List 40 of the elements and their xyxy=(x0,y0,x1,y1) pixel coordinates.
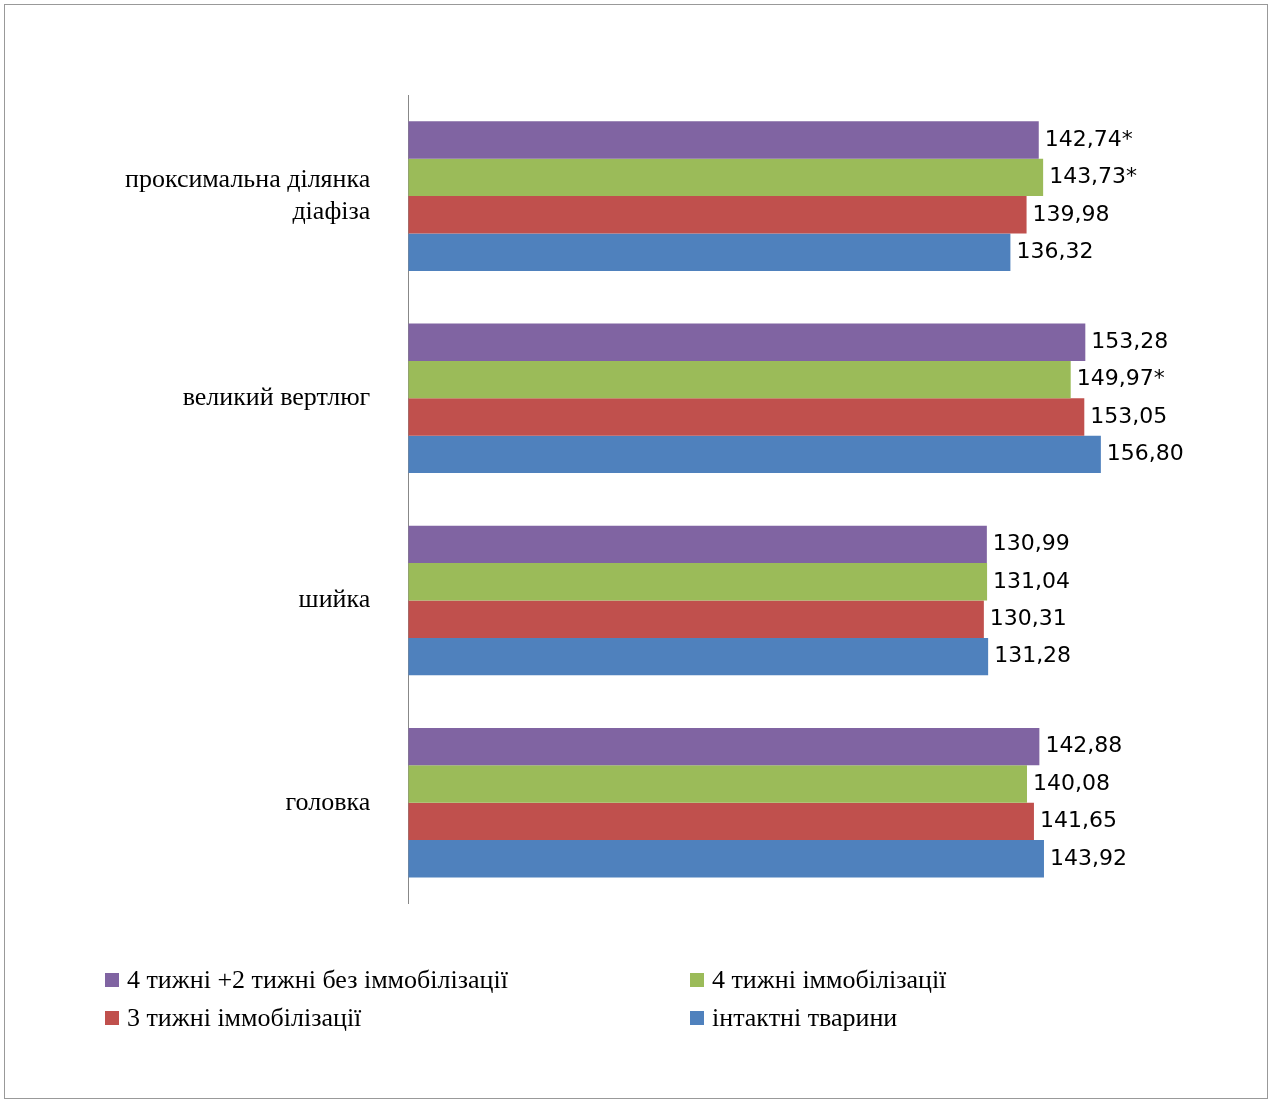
bar xyxy=(408,323,1086,361)
bar xyxy=(408,121,1039,159)
data-label: 130,99 xyxy=(992,530,1070,556)
data-label: 142,74* xyxy=(1044,125,1133,151)
y-tick-label: шийка xyxy=(298,584,371,614)
data-label: 139,98 xyxy=(1032,200,1110,226)
bar xyxy=(408,398,1085,436)
data-label: 156,80 xyxy=(1106,440,1184,466)
data-label: 142,88 xyxy=(1045,732,1123,758)
bar xyxy=(408,360,1071,399)
data-label: 131,28 xyxy=(994,642,1072,668)
bar xyxy=(408,196,1027,234)
legend-label: 4 тижні іммобілізації xyxy=(712,965,947,995)
bar xyxy=(408,840,1044,878)
bar xyxy=(408,765,1028,803)
data-label: 143,92 xyxy=(1049,844,1127,870)
data-label: 153,05 xyxy=(1090,402,1168,428)
data-label: 143,73* xyxy=(1049,163,1138,189)
y-tick-label: проксимальна ділянка діафіза xyxy=(125,164,371,225)
bar xyxy=(408,600,984,638)
bar xyxy=(408,158,1044,197)
bar xyxy=(408,233,1011,271)
bar xyxy=(408,727,1040,766)
data-label: 131,04 xyxy=(993,567,1071,593)
data-label: 149,97* xyxy=(1076,365,1165,391)
data-label: 153,28 xyxy=(1091,327,1169,353)
data-label: 141,65 xyxy=(1039,807,1117,833)
legend-label: інтактні тварини xyxy=(712,1003,898,1033)
y-tick-label: головка xyxy=(285,786,371,816)
legend-label: 4 тижні +2 тижні без іммобілізації xyxy=(127,965,508,995)
bar xyxy=(408,637,989,676)
bar xyxy=(408,563,988,601)
y-tick-label: великий вертлюг xyxy=(182,382,371,412)
legend-label: 3 тижні іммобілізації xyxy=(127,1003,362,1033)
data-label: 140,08 xyxy=(1033,769,1110,795)
data-label: 130,31 xyxy=(989,604,1067,630)
data-label: 136,32 xyxy=(1016,237,1094,263)
bar xyxy=(408,525,987,564)
bar xyxy=(408,802,1034,841)
bar xyxy=(408,435,1101,474)
